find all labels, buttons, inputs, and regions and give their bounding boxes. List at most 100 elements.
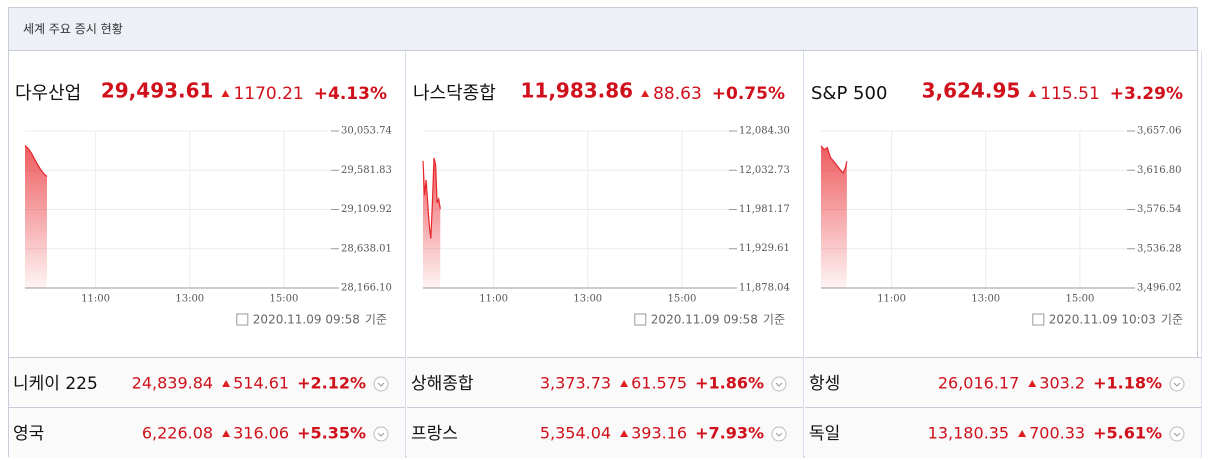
dropdown-button[interactable] [1169, 426, 1185, 442]
price: 6,226.08 [142, 424, 213, 443]
y-tick-label: 11,929.61 [739, 243, 790, 254]
index-name: 영국 [13, 424, 44, 444]
price: 24,839.84 [132, 374, 213, 393]
index-row: 독일 +5.61% 700.33 13,180.35 [805, 407, 1202, 458]
dropdown-button[interactable] [771, 376, 787, 392]
price: 13,180.35 [928, 424, 1009, 443]
index-chart: 나스닥종합 +0.75% 88.63 11,983.86 11:00 13:00 15:00… [413, 79, 790, 327]
point-change: 303.2 [1039, 374, 1085, 393]
index-row: 항셍 +1.18% 303.2 26,016.17 [805, 357, 1202, 408]
index-panel: 나스닥종합 +0.75% 88.63 11,983.86 11:00 13:00 15:00… [407, 51, 804, 357]
y-tick-label: 28,638.01 [341, 243, 392, 254]
index-panel: 다우산업 +4.13% 1170.21 29,493.61 11:00 13:00 15:0… [9, 51, 406, 357]
dropdown-chevron [1173, 382, 1181, 387]
line [820, 145, 848, 175]
up-arrow [222, 430, 231, 437]
line [24, 145, 48, 178]
point-change: 393.16 [631, 424, 687, 443]
dropdown-button[interactable] [1169, 376, 1185, 392]
x-tick-label: 13:00 [573, 294, 602, 305]
index-name: 상해종합 [411, 374, 474, 394]
price: 3,373.73 [540, 374, 611, 393]
percent-change: +5.35% [297, 424, 366, 443]
price: 3,624.95 [922, 79, 1021, 103]
row-content: 영국 +5.35% 316.06 6,226.08 [13, 424, 389, 444]
dropdown-button[interactable] [771, 426, 787, 442]
y-tick-label: 29,581.83 [341, 165, 392, 176]
update-time: 2020.11.09 09:58 [651, 313, 758, 327]
index-row: 영국 +5.35% 316.06 6,226.08 [9, 407, 406, 458]
up-arrow [221, 90, 230, 97]
price: 5,354.04 [540, 424, 611, 443]
index-name: 독일 [809, 424, 840, 444]
dropdown-circle [1169, 426, 1185, 442]
percent-change: +5.61% [1093, 424, 1162, 443]
row-content: 항셍 +1.18% 303.2 26,016.17 [809, 374, 1185, 394]
market-widget: 세계 주요 증시 현황 다우산업 +4.13% 1170.21 29,493.61 11… [8, 7, 1202, 458]
index-row: 상해종합 +1.86% 61.575 3,373.73 [407, 357, 804, 408]
x-tick-label: 13:00 [971, 294, 1000, 305]
dropdown-chevron [377, 382, 385, 387]
dropdown-circle [373, 426, 389, 442]
y-tick-label: 11,981.17 [739, 204, 790, 215]
index-name: 항셍 [809, 374, 840, 394]
update-time: 2020.11.09 10:03 [1049, 313, 1156, 327]
point-change: 316.06 [233, 424, 289, 443]
price: 26,016.17 [938, 374, 1019, 393]
dropdown-circle [771, 376, 787, 392]
y-tick-label: 3,616.80 [1137, 165, 1182, 176]
dropdown-circle [373, 376, 389, 392]
x-tick-label: 15:00 [1066, 294, 1095, 305]
y-tick-label: 28,166.10 [341, 283, 392, 294]
dropdown-circle [771, 426, 787, 442]
dropdown-chevron [377, 432, 385, 437]
date-suffix: 기준 [365, 313, 387, 327]
up-arrow [620, 380, 629, 387]
index-name: 다우산업 [15, 83, 81, 104]
dropdown-chevron [1173, 432, 1181, 437]
up-arrow [641, 90, 650, 97]
price: 29,493.61 [101, 79, 214, 103]
dropdown-circle [1169, 376, 1185, 392]
up-arrow [620, 430, 629, 437]
point-change: 1170.21 [233, 84, 303, 104]
calendar-icon [1032, 313, 1045, 326]
update-time: 2020.11.09 09:58 [253, 313, 360, 327]
point-change: 88.63 [653, 84, 702, 104]
dropdown-button[interactable] [373, 426, 389, 442]
index-name: 니케이 225 [13, 374, 98, 394]
y-tick-label: 12,084.30 [739, 126, 790, 137]
index-name: 나스닥종합 [413, 83, 496, 104]
point-change: 115.51 [1040, 84, 1099, 104]
percent-change: +7.93% [695, 424, 764, 443]
area [821, 145, 847, 288]
y-tick-label: 3,496.02 [1137, 283, 1182, 294]
row-content: 프랑스 +7.93% 393.16 5,354.04 [411, 424, 787, 444]
price: 11,983.86 [520, 79, 633, 103]
line [422, 157, 441, 239]
area [25, 145, 47, 288]
y-tick-label: 30,053.74 [341, 126, 392, 137]
x-tick-label: 11:00 [81, 294, 110, 305]
index-name: S&P 500 [811, 83, 887, 104]
x-tick-label: 15:00 [668, 294, 697, 305]
up-arrow [1028, 380, 1037, 387]
dropdown-chevron [775, 382, 783, 387]
percent-change: +1.86% [695, 374, 764, 393]
dropdown-button[interactable] [373, 376, 389, 392]
y-tick-label: 12,032.73 [739, 165, 790, 176]
percent-change: +4.13% [314, 84, 387, 104]
row-content: 니케이 225 +2.12% 514.61 24,839.84 [13, 374, 389, 394]
row-content: 상해종합 +1.86% 61.575 3,373.73 [411, 374, 787, 394]
up-arrow [1018, 430, 1027, 437]
y-tick-label: 3,536.28 [1137, 243, 1182, 254]
percent-change: +2.12% [297, 374, 366, 393]
y-tick-label: 3,657.06 [1137, 126, 1182, 137]
y-tick-label: 29,109.92 [341, 204, 392, 215]
index-panel: S&P 500 +3.29% 115.51 3,624.95 11:00 13:00 15:… [805, 51, 1202, 357]
y-tick-label: 11,878.04 [739, 283, 790, 294]
x-tick-label: 13:00 [175, 294, 204, 305]
date-suffix: 기준 [763, 313, 785, 327]
percent-change: +1.18% [1093, 374, 1162, 393]
index-chart: 다우산업 +4.13% 1170.21 29,493.61 11:00 13:00 15:0… [15, 79, 392, 327]
